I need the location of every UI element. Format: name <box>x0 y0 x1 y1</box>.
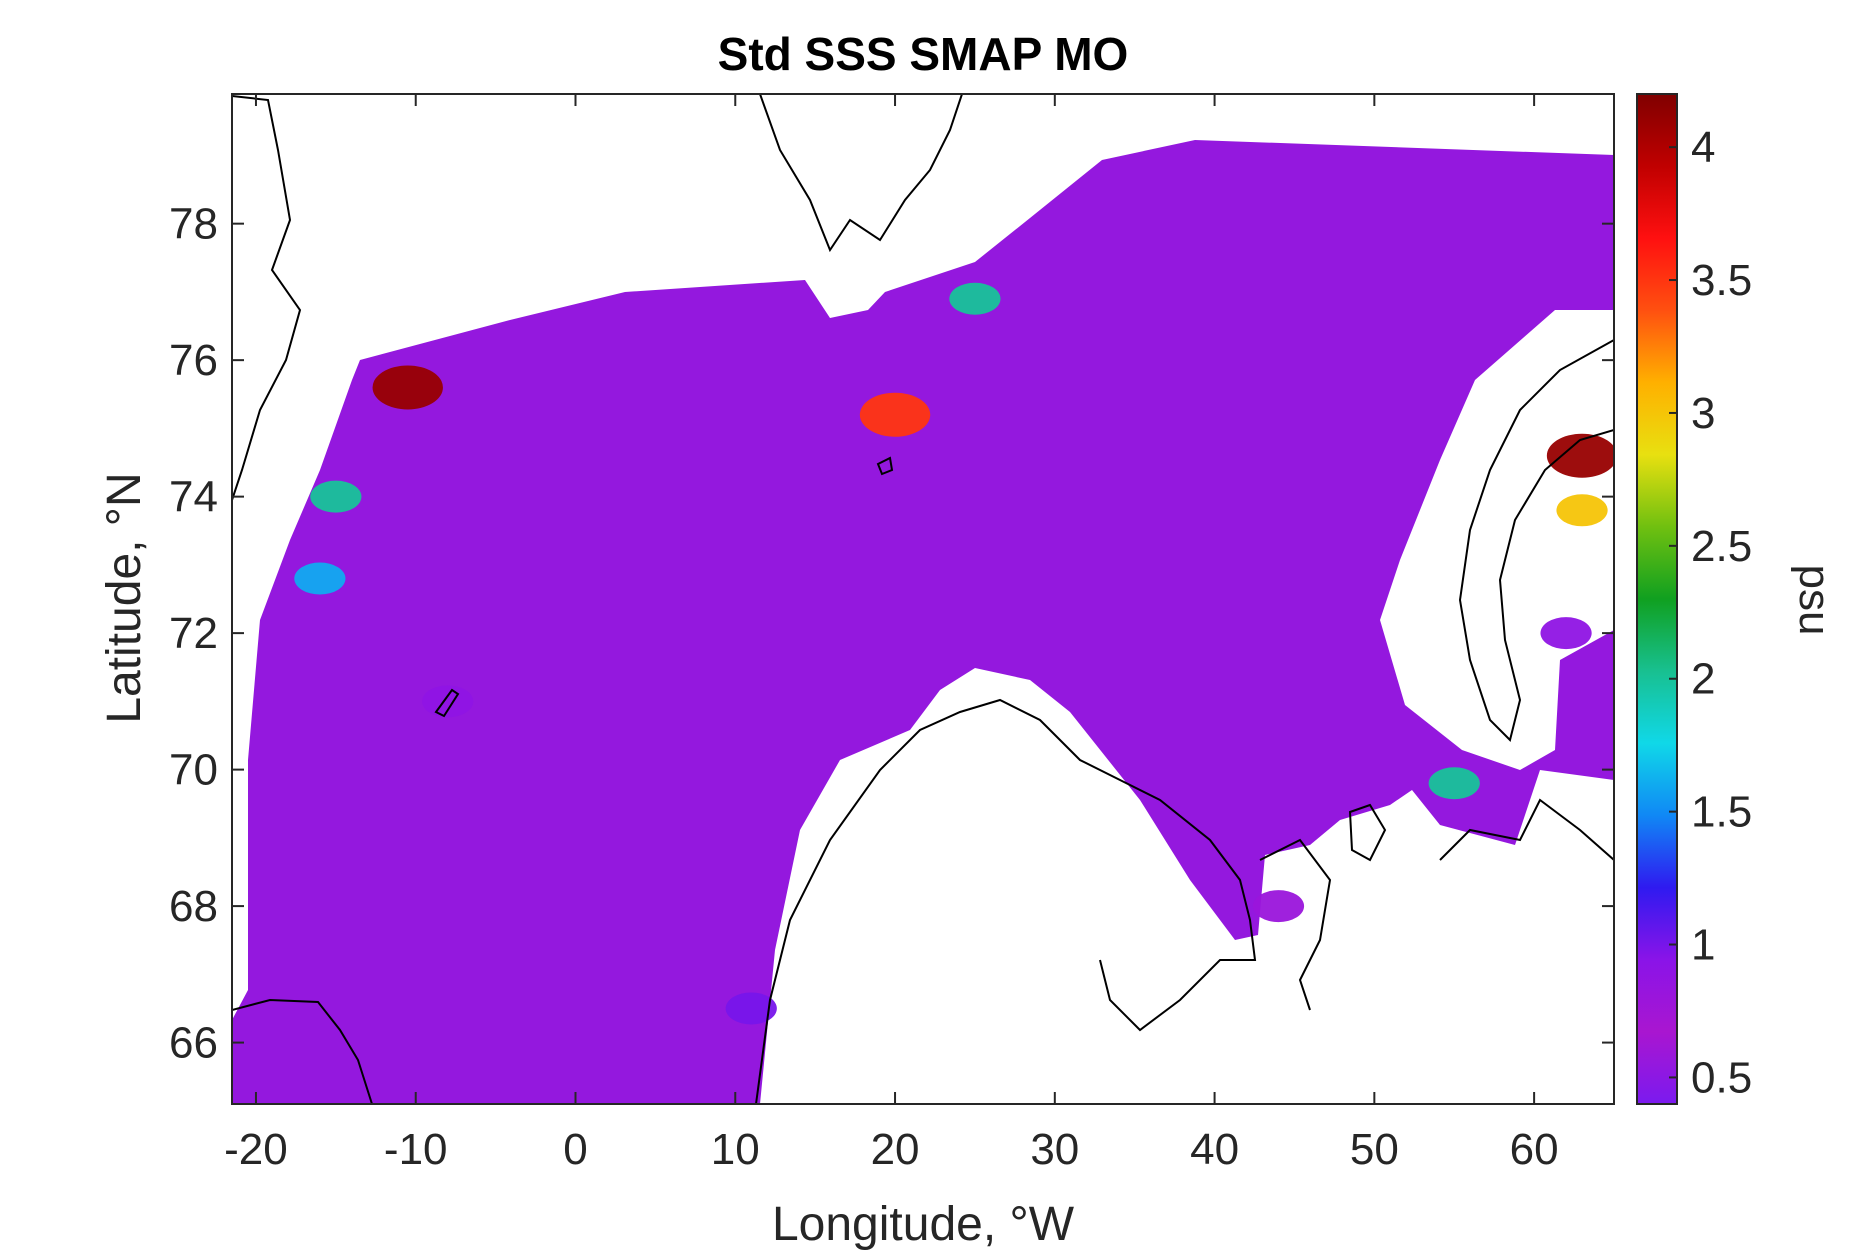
y-tick-label: 78 <box>169 200 218 249</box>
colorbar-tick-label: 4 <box>1691 123 1715 172</box>
colorbar-tick-label: 1.5 <box>1691 788 1752 837</box>
jan-mayen-coastline <box>434 688 460 718</box>
plot-area: -20 -10 0 10 20 30 40 50 60 66 68 70 72 74 76 78 <box>169 93 1615 1174</box>
x-tick-label: 30 <box>1030 1125 1079 1174</box>
data-feature <box>1252 890 1305 923</box>
chart-title: Std SSS SMAP MO <box>718 28 1129 80</box>
data-feature <box>1540 617 1592 650</box>
y-tick-label: 66 <box>169 1019 218 1068</box>
coastline-layer <box>232 94 1614 1104</box>
x-tick-label: 10 <box>711 1125 760 1174</box>
greenland-coastline <box>232 95 302 501</box>
x-tick-label: 50 <box>1350 1125 1399 1174</box>
data-feature <box>310 480 362 513</box>
colorbar: 0.5 1 1.5 2 2.5 3 3.5 4 psu <box>1636 93 1839 1105</box>
kolguev-coastline <box>1348 803 1387 862</box>
data-domain-field <box>232 140 1614 1104</box>
y-tick-label: 72 <box>169 609 218 658</box>
pechora-coastline <box>1439 798 1614 861</box>
bear-island-coastline <box>876 456 894 476</box>
kola-coastline <box>1259 838 1332 1011</box>
colorbar-label: psu <box>1790 565 1839 636</box>
x-axis: -20 -10 0 10 20 30 40 50 60 <box>224 94 1559 1174</box>
x-tick-label: -20 <box>224 1125 288 1174</box>
data-feature <box>1556 494 1608 527</box>
data-feature <box>422 685 474 718</box>
y-axis-label: Latitude, °N <box>98 472 151 723</box>
colorbar-tick-label: 0.5 <box>1691 1053 1752 1102</box>
y-axis: 66 68 70 72 74 76 78 <box>169 200 1614 1068</box>
x-tick-label: 0 <box>563 1125 587 1174</box>
norway-coastline <box>755 698 1257 1104</box>
colorbar-tick-label: 2.5 <box>1691 522 1752 571</box>
colorbar-ticks: 0.5 1 1.5 2 2.5 3 3.5 4 <box>1669 123 1752 1102</box>
data-feature <box>725 992 777 1025</box>
y-tick-label: 76 <box>169 336 218 385</box>
x-tick-label: -10 <box>384 1125 448 1174</box>
colorbar-tick-label: 3 <box>1691 389 1715 438</box>
colorbar-tick-label: 3.5 <box>1691 256 1752 305</box>
x-axis-label: Longitude, °W <box>772 1198 1075 1250</box>
data-feature <box>372 365 443 410</box>
data-feature <box>294 562 346 595</box>
novaya-zemlya-coastline <box>1458 339 1614 742</box>
colorbar-tick-label: 2 <box>1691 655 1715 704</box>
svalbard-coastline <box>759 94 963 253</box>
y-tick-label: 70 <box>169 746 218 795</box>
data-feature <box>859 392 931 437</box>
plot-frame <box>231 93 1615 1105</box>
colorbar-scale <box>1636 93 1678 1105</box>
data-feature <box>1428 767 1480 800</box>
data-feature <box>1546 433 1614 478</box>
iceland-coastline <box>232 998 373 1104</box>
x-tick-label: 40 <box>1190 1125 1239 1174</box>
x-tick-label: 60 <box>1510 1125 1559 1174</box>
x-tick-label: 20 <box>871 1125 920 1174</box>
y-tick-label: 68 <box>169 882 218 931</box>
colorbar-tick-label: 1 <box>1691 921 1715 970</box>
data-feature <box>949 282 1001 315</box>
y-tick-label: 74 <box>169 473 218 522</box>
